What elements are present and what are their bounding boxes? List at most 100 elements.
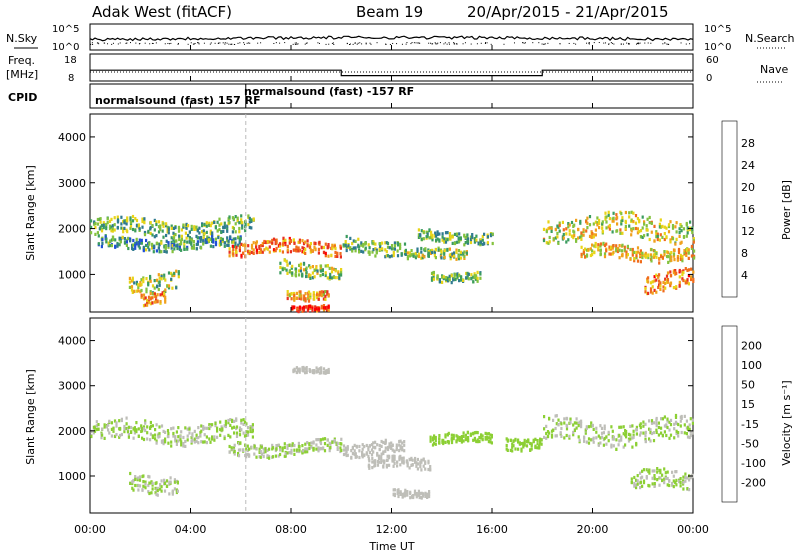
power-cell (144, 296, 147, 300)
power-cell (486, 241, 489, 245)
velocity-cell (522, 442, 525, 446)
velocity-cell (365, 451, 368, 455)
power-cell (206, 237, 209, 241)
nsearch-dot (103, 42, 105, 44)
velocity-cell (376, 463, 380, 467)
power-cell (167, 286, 171, 290)
velocity-cell (401, 494, 404, 498)
power-cell (453, 251, 456, 255)
velocity-cell (473, 431, 476, 435)
power-cell (567, 225, 570, 229)
velocity-cell (293, 448, 296, 452)
velocity-cell (336, 445, 339, 449)
velocity-cell (563, 436, 566, 440)
velocity-cell (165, 484, 169, 488)
power-cell (294, 267, 298, 271)
power-cell (147, 281, 150, 285)
velocity-cell (605, 435, 608, 439)
power-cell (603, 243, 607, 248)
power-cell (320, 245, 323, 249)
velocity-cell (641, 469, 644, 473)
power-cell (692, 270, 695, 274)
velocity-cell (422, 492, 425, 496)
nsearch-dot (295, 42, 297, 44)
velocity-cell (686, 425, 690, 429)
nsky-line (89, 35, 694, 42)
velocity-cell (355, 455, 358, 459)
velocity-cell (385, 465, 388, 469)
velocity-cell (361, 455, 364, 459)
velocity-cell (112, 426, 115, 430)
velocity-cell (177, 435, 180, 439)
power-cell (290, 292, 293, 296)
velocity-cell (113, 419, 117, 423)
velocity-cell (663, 415, 666, 419)
nsearch-dot (662, 43, 664, 45)
power-cell (134, 217, 137, 221)
velocity-cell (560, 426, 563, 431)
power-cell (190, 224, 193, 228)
velocity-cell (317, 369, 320, 373)
power-cell (351, 249, 354, 253)
nsearch-dot (135, 42, 137, 44)
power-cell (266, 240, 269, 244)
velocity-cell (302, 449, 305, 453)
power-cell (662, 285, 665, 289)
velocity-cell (184, 439, 187, 444)
power-cell (408, 254, 412, 258)
power-cell (318, 290, 321, 294)
power-cell (193, 227, 196, 231)
velocity-cell (103, 423, 106, 427)
velocity-cell (390, 445, 393, 449)
velocity-cell (250, 445, 253, 449)
velocity-cell (652, 439, 656, 443)
power-cell (331, 243, 334, 247)
power-cell (166, 284, 169, 288)
velocity-cell (555, 422, 558, 426)
power-cell (451, 252, 454, 256)
power-cell (140, 288, 143, 293)
velocity-cell (476, 438, 479, 442)
power-cell (231, 240, 234, 244)
power-cell (301, 250, 304, 254)
velocity-cell (160, 424, 164, 428)
nsearch-dot (218, 42, 220, 44)
power-cell (607, 213, 610, 217)
power-cell (610, 245, 613, 249)
velocity-cell (258, 450, 261, 454)
power-cell (491, 232, 494, 236)
power-band (97, 234, 242, 254)
velocity-cell (182, 435, 185, 440)
velocity-cell (271, 455, 275, 459)
power-cell (165, 239, 168, 243)
power-cell (575, 239, 578, 243)
velocity-cell (233, 452, 236, 456)
power-cell (431, 238, 434, 242)
velocity-cell (600, 431, 604, 435)
velocity-cell (530, 442, 533, 446)
nsearch-dot (629, 43, 631, 45)
power-cell (235, 250, 238, 254)
velocity-cell (447, 441, 450, 445)
velocity-cell (664, 476, 667, 480)
power-cell (664, 277, 667, 281)
power-cell (643, 220, 646, 224)
power-cell (234, 241, 237, 245)
velocity-cell (245, 433, 248, 437)
velocity-cell (235, 425, 239, 429)
power-cell (671, 237, 675, 241)
power-cell (545, 230, 548, 234)
power-cell (279, 261, 282, 265)
power-cell (297, 246, 300, 250)
power-cell (669, 240, 672, 244)
velocity-cell (223, 424, 226, 428)
velocity-cell (160, 485, 163, 489)
power-cell (631, 253, 634, 257)
power-cell (683, 250, 686, 255)
velocity-cell (416, 457, 419, 462)
nsearch-dot (644, 42, 646, 44)
nsearch-dot (328, 43, 330, 45)
power-cell (441, 280, 444, 284)
power-cell (293, 291, 296, 296)
